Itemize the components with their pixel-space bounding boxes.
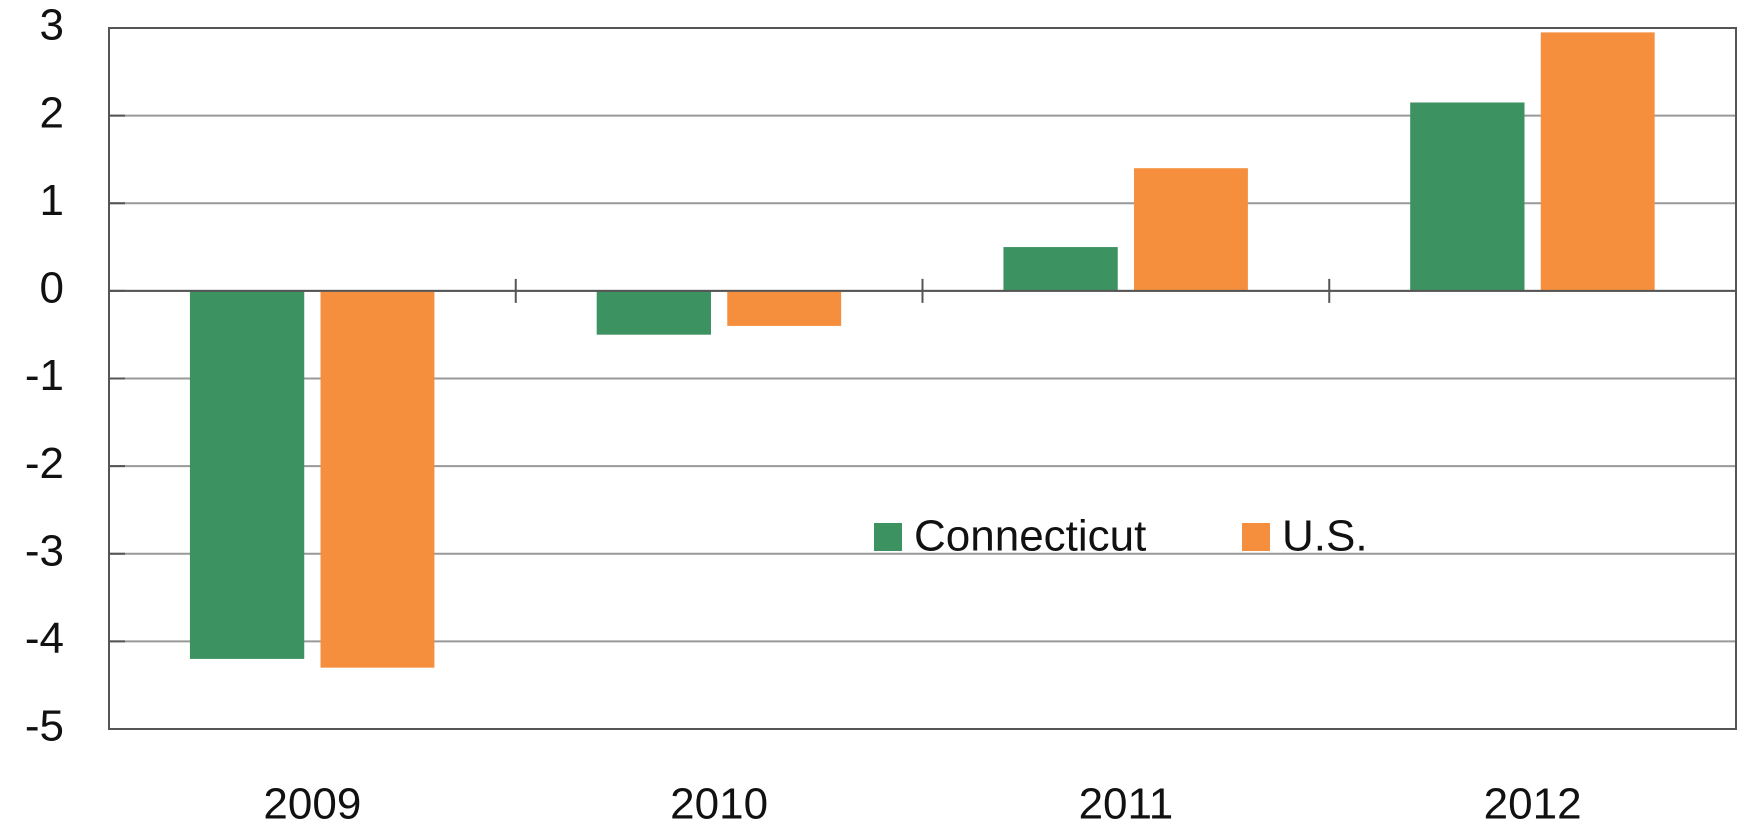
bar xyxy=(189,290,305,659)
x-tick-label: 2010 xyxy=(670,780,768,829)
bar xyxy=(727,290,842,326)
legend-swatch xyxy=(874,523,902,551)
y-tick-label: -1 xyxy=(25,351,64,400)
legend-swatch xyxy=(1242,523,1270,551)
legend-label: U.S. xyxy=(1282,512,1368,561)
bar xyxy=(1410,102,1525,291)
y-tick-label: -3 xyxy=(25,526,64,575)
y-tick-label: 3 xyxy=(40,1,64,50)
x-tick-label: 2011 xyxy=(1079,780,1174,829)
bar xyxy=(1134,168,1248,291)
legend-label: Connecticut xyxy=(914,512,1146,561)
bar xyxy=(596,290,711,335)
y-tick-label: -5 xyxy=(25,702,64,751)
x-tick-label: 2012 xyxy=(1484,780,1582,829)
bar xyxy=(1540,32,1655,291)
bar xyxy=(320,290,435,668)
y-tick-label: 1 xyxy=(40,176,64,225)
bar xyxy=(1003,247,1118,291)
y-tick-label: -2 xyxy=(25,439,64,488)
y-tick-label: -4 xyxy=(25,614,64,663)
y-tick-label: 2 xyxy=(40,88,64,137)
plot-frame xyxy=(108,27,1737,730)
x-tick-label: 2009 xyxy=(263,780,361,829)
y-tick-label: 0 xyxy=(40,264,64,313)
